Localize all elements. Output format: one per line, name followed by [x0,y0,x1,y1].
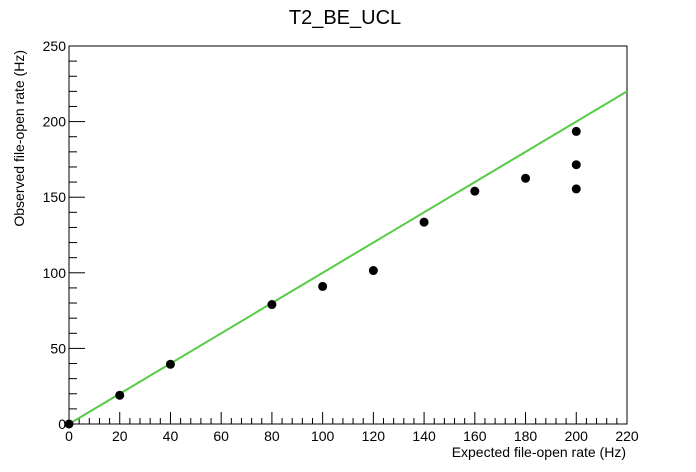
data-point [267,300,277,310]
data-point [521,173,531,183]
x-tick-label: 120 [362,428,386,444]
x-tick-label: 0 [65,428,73,444]
y-tick-label: 150 [43,189,67,205]
data-point-layer [64,126,581,429]
y-axis-title: Observed file-open rate (Hz) [11,50,27,227]
x-tick-label: 20 [112,428,128,444]
x-tick-label: 180 [514,428,538,444]
x-tick-label: 200 [565,428,589,444]
y-tick-label: 200 [43,114,67,130]
y-axis-tick-labels: 0 50 100 150 200 250 [43,38,67,432]
plot-frame [68,45,628,425]
y-tick-label: 100 [43,265,67,281]
y-tick-label: 0 [58,416,66,432]
x-tick-label: 60 [213,428,229,444]
x-axis-ticks [68,412,628,424]
reference-line [68,90,628,425]
data-point [571,126,581,136]
x-tick-label: 160 [463,428,487,444]
chart-title: T2_BE_UCL [289,7,401,29]
data-point [165,359,175,369]
y-axis-ticks [69,45,85,425]
data-point [368,266,378,276]
y-tick-label: 50 [50,340,66,356]
x-tick-label: 140 [412,428,436,444]
data-point [470,186,480,196]
reference-line-layer [68,90,628,425]
x-axis-title: Expected file-open rate (Hz) [452,444,626,460]
data-point [419,217,429,227]
data-point [115,390,125,400]
x-tick-label: 40 [163,428,179,444]
x-tick-label: 220 [615,428,639,444]
y-tick-label: 250 [43,38,67,54]
x-tick-label: 100 [311,428,335,444]
data-point [571,184,581,194]
x-axis-tick-labels: 0 20 40 60 80 100 120 140 160 180 200 220 [65,428,639,444]
x-tick-label: 80 [264,428,280,444]
data-point [571,160,581,170]
plot-border [68,45,628,425]
data-point [64,419,74,429]
data-point [318,281,328,291]
